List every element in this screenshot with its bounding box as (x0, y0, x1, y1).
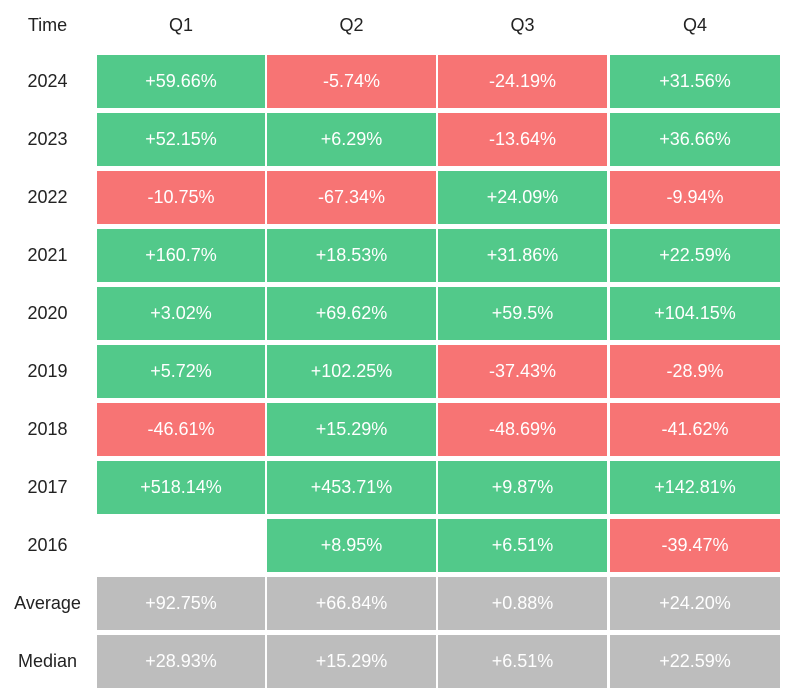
return-cell: -13.64% (438, 113, 607, 166)
return-cell: +518.14% (97, 461, 265, 514)
summary-cell: +15.29% (267, 635, 436, 688)
summary-cell: +66.84% (267, 577, 436, 630)
header-cell: Q3 (510, 14, 535, 35)
return-cell: +5.72% (97, 345, 265, 398)
summary-cell: +24.20% (610, 577, 780, 630)
row-label: Median (17, 651, 78, 671)
return-cell: +22.59% (610, 229, 780, 282)
return-cell: +8.95% (267, 519, 436, 572)
return-cell: -39.47% (610, 519, 780, 572)
return-cell: +6.51% (438, 519, 607, 572)
row-label: 2016 (27, 535, 68, 555)
summary-cell: +92.75% (97, 577, 265, 630)
return-cell: +18.53% (267, 229, 436, 282)
row-label: 2020 (27, 303, 68, 323)
return-cell: +3.02% (97, 287, 265, 340)
return-cell: -41.62% (610, 403, 780, 456)
return-cell: -10.75% (97, 171, 265, 224)
row-label: 2024 (27, 71, 68, 91)
summary-cell: +28.93% (97, 635, 265, 688)
return-cell: -48.69% (438, 403, 607, 456)
return-cell: +15.29% (267, 403, 436, 456)
return-cell: +59.66% (97, 55, 265, 108)
row-label: 2023 (27, 129, 68, 149)
header-cell: Q1 (168, 14, 193, 35)
return-cell: +160.7% (97, 229, 265, 282)
return-cell: +31.86% (438, 229, 607, 282)
header-cell: Q4 (682, 14, 707, 35)
return-cell: +24.09% (438, 171, 607, 224)
header-cell: Q2 (339, 14, 364, 35)
return-cell: +31.56% (610, 55, 780, 108)
return-cell: +69.62% (267, 287, 436, 340)
return-cell: -67.34% (267, 171, 436, 224)
return-cell: -5.74% (267, 55, 436, 108)
row-label: 2022 (27, 187, 68, 207)
row-label: 2018 (27, 419, 68, 439)
return-cell: +52.15% (97, 113, 265, 166)
return-cell: +6.29% (267, 113, 436, 166)
row-label: 2021 (27, 245, 68, 265)
return-cell: -28.9% (610, 345, 780, 398)
row-label: Average (14, 593, 81, 613)
return-cell: +104.15% (610, 287, 780, 340)
return-cell: -24.19% (438, 55, 607, 108)
summary-cell: +0.88% (438, 577, 607, 630)
row-label: 2019 (27, 361, 68, 381)
return-cell: +9.87% (438, 461, 607, 514)
return-cell: +102.25% (267, 345, 436, 398)
return-cell: -37.43% (438, 345, 607, 398)
return-cell: -46.61% (97, 403, 265, 456)
return-cell: +142.81% (610, 461, 780, 514)
return-cell: -9.94% (610, 171, 780, 224)
row-label: 2017 (27, 477, 68, 497)
return-cell: +59.5% (438, 287, 607, 340)
return-cell: +453.71% (267, 461, 436, 514)
summary-cell: +6.51% (438, 635, 607, 688)
header-cell: Time (27, 14, 68, 35)
return-cell: +36.66% (610, 113, 780, 166)
summary-cell: +22.59% (610, 635, 780, 688)
